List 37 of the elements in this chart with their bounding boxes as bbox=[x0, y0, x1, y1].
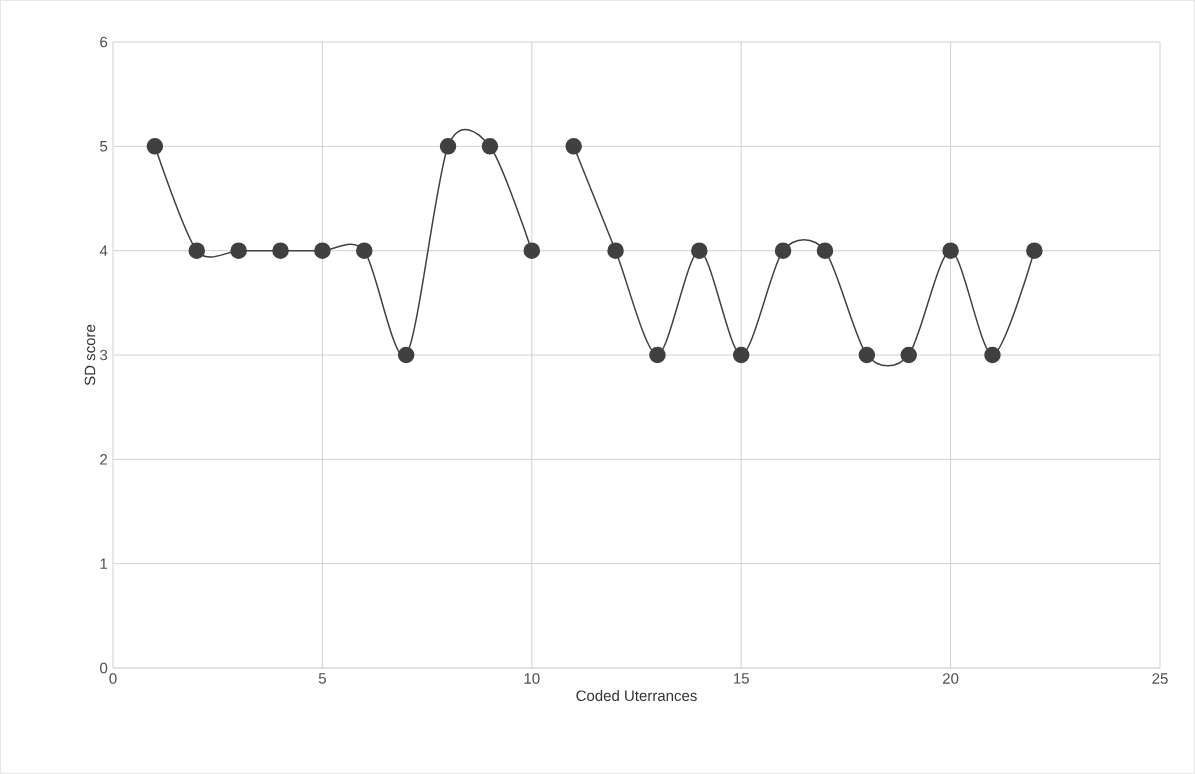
x-tick-label: 25 bbox=[1152, 673, 1168, 684]
point bbox=[732, 346, 750, 364]
x-tick-label: 15 bbox=[734, 673, 749, 684]
y-tick-label: 5 bbox=[100, 141, 108, 152]
point bbox=[397, 346, 415, 364]
point bbox=[649, 346, 666, 364]
x-tick-label: 0 bbox=[109, 673, 117, 684]
point bbox=[565, 138, 582, 155]
point bbox=[984, 346, 1001, 364]
point bbox=[188, 242, 206, 259]
y-tick-label: 1 bbox=[100, 558, 108, 569]
y-axis-title: SD score bbox=[84, 324, 96, 386]
point bbox=[146, 138, 164, 155]
x-tick-label: 10 bbox=[524, 673, 540, 684]
x-tick-label: 5 bbox=[318, 673, 326, 684]
point bbox=[942, 242, 959, 259]
point bbox=[691, 242, 708, 259]
y-tick-label: 2 bbox=[100, 454, 108, 465]
x-tick-label: 20 bbox=[943, 673, 959, 684]
point bbox=[816, 242, 834, 259]
x-axis-title: Coded Uterrances bbox=[576, 690, 697, 702]
point bbox=[858, 346, 876, 364]
point bbox=[272, 242, 289, 259]
y-tick-label: 4 bbox=[99, 245, 108, 256]
point bbox=[314, 242, 331, 259]
point bbox=[523, 242, 541, 259]
y-tick-label: 3 bbox=[100, 349, 108, 361]
point bbox=[900, 346, 917, 364]
point bbox=[439, 138, 457, 155]
point bbox=[607, 242, 624, 259]
y-tick-label: 0 bbox=[100, 662, 108, 674]
y-tick-label: 6 bbox=[100, 36, 108, 48]
point bbox=[774, 242, 792, 259]
point bbox=[481, 138, 499, 155]
point bbox=[356, 242, 373, 259]
point bbox=[230, 242, 247, 259]
point bbox=[1026, 242, 1043, 259]
